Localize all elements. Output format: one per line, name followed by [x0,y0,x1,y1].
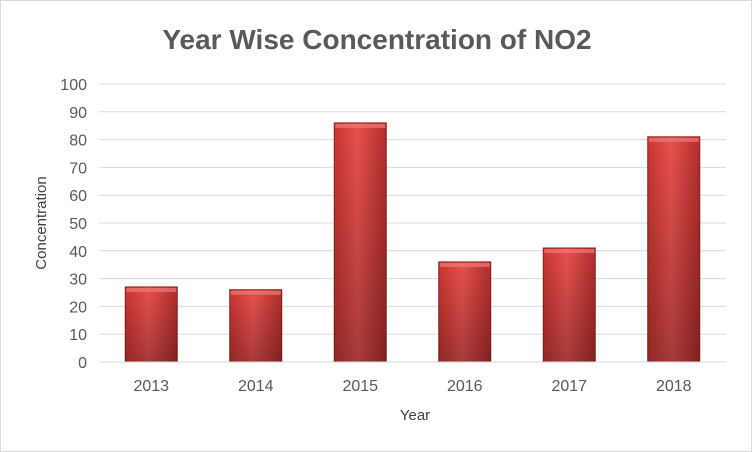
bar-shade [438,261,491,362]
y-tick-label: 100 [60,77,87,94]
bar-2018 [647,136,701,363]
y-tick-label: 80 [69,133,87,150]
bar-shade [647,136,700,362]
y-tick-label: 30 [69,272,87,289]
bar-shade [334,122,387,362]
y-tick-label: 10 [69,327,87,344]
y-tick-label: 90 [69,105,87,122]
x-tick-label: 2018 [656,378,692,395]
bar-bevel [335,123,386,128]
bars [124,122,701,363]
x-tick-label: 2016 [447,378,483,395]
bar-shade [543,248,596,362]
bar-bevel [544,249,595,254]
bar-2016 [438,261,492,363]
y-tick-label: 70 [69,160,87,177]
bar-2017 [542,247,596,363]
x-tick-label: 2014 [238,378,274,395]
y-tick-label: 40 [69,244,87,261]
gridlines [99,83,726,335]
bar-2015 [333,122,387,363]
bar-bevel [230,290,281,295]
y-axis-ticks: 0 10 20 30 40 50 60 70 80 90 100 [60,77,87,372]
x-tick-label: 2015 [342,378,378,395]
bar-shade [125,286,178,362]
x-tick-label: 2017 [551,378,587,395]
y-tick-label: 60 [69,188,87,205]
y-axis-title: Concentration [33,176,50,269]
x-axis-ticks: 2013 2014 2015 2016 2017 2018 [133,378,691,395]
y-tick-label: 20 [69,299,87,316]
x-tick-label: 2013 [133,378,169,395]
bar-2014 [229,289,283,363]
bar-bevel [648,137,699,142]
y-tick-label: 0 [78,355,87,372]
bar-bevel [439,262,490,267]
chart-title: Year Wise Concentration of NO2 [162,24,591,55]
bar-shade [229,289,282,362]
bar-bevel [126,287,177,292]
bar-2013 [124,286,178,363]
y-tick-label: 50 [69,216,87,233]
x-axis-title: Year [400,407,430,424]
